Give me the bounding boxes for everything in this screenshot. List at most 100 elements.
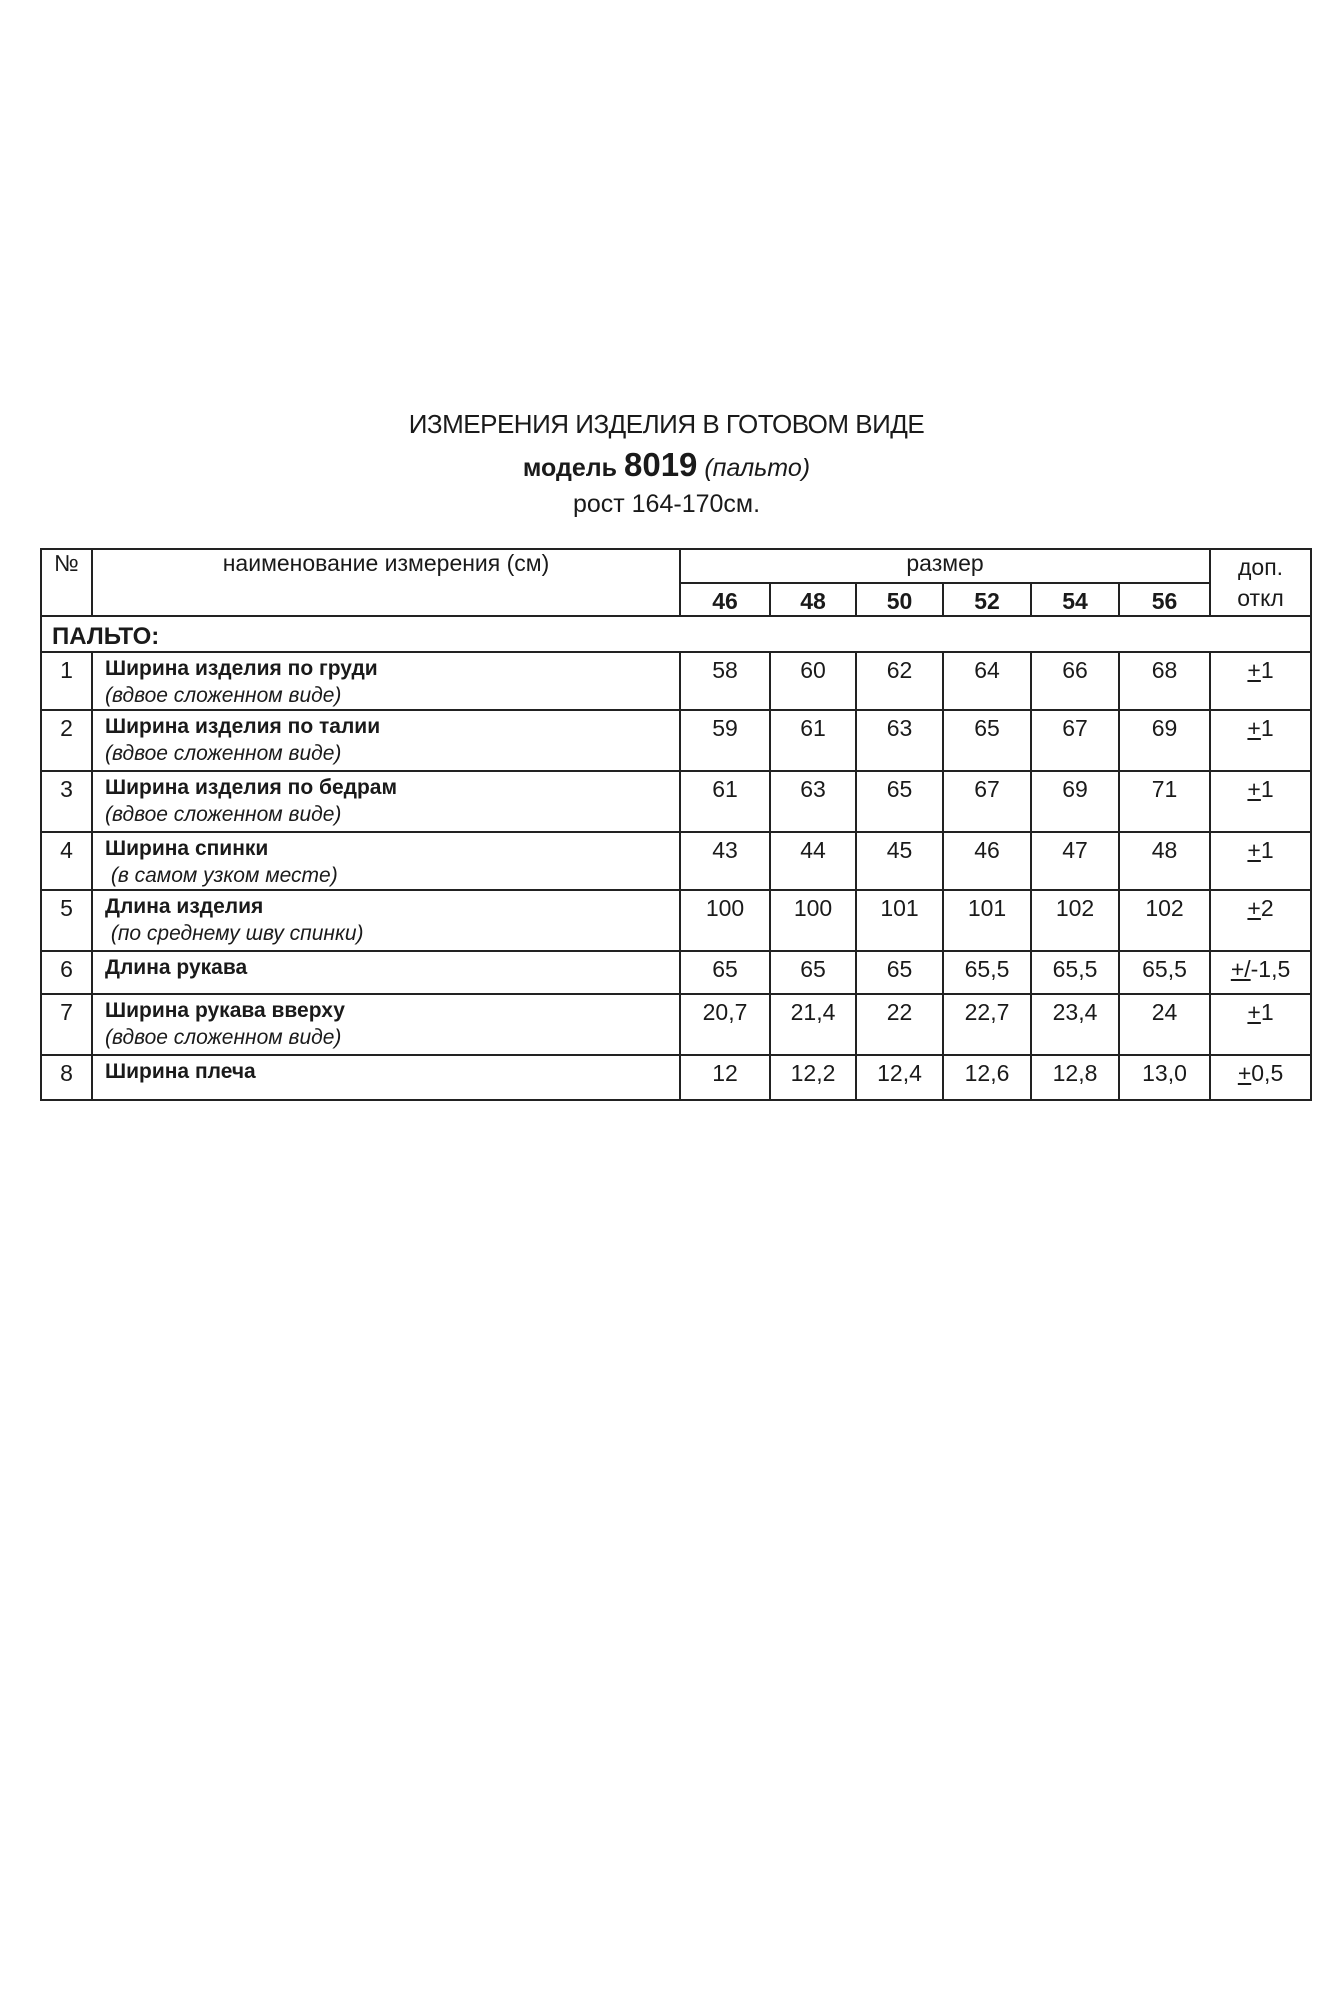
tolerance-value: +0,5 xyxy=(1237,1060,1284,1086)
value-cell: 62 xyxy=(855,651,944,711)
value-cell: 12,2 xyxy=(769,1054,857,1101)
value-cell: 61 xyxy=(769,709,857,772)
tolerance-value: +1 xyxy=(1247,715,1274,741)
value-cell: 12,8 xyxy=(1030,1054,1120,1101)
value-cell: 67 xyxy=(942,770,1032,833)
value-cell: 12,4 xyxy=(855,1054,944,1101)
measurements-table: № наименование измерения (см) размер доп… xyxy=(39,548,1313,1101)
value-cell: 13,0 xyxy=(1117,1054,1212,1101)
row-number: 5 xyxy=(40,889,93,952)
tolerance-cell: +/-1,5 xyxy=(1209,950,1313,995)
tolerance-value: +/-1,5 xyxy=(1230,956,1291,982)
value-cell: 64 xyxy=(942,651,1032,711)
model-number: 8019 xyxy=(623,446,698,483)
tolerance-cell: +2 xyxy=(1209,889,1313,952)
section-title: ПАЛЬТО: xyxy=(39,615,1313,653)
table-row: 3 Ширина изделия по бедрам (вдвое сложенно… xyxy=(40,770,1313,833)
measurement-title: Ширина рукава вверху xyxy=(105,999,345,1022)
size-52: 52 xyxy=(942,582,1032,617)
measurement-note: (вдвое сложенном виде) xyxy=(105,742,342,765)
value-cell: 101 xyxy=(855,889,944,952)
measurement-name: Ширина изделия по бедрам (вдвое сложенном… xyxy=(91,770,681,833)
value-cell: 65 xyxy=(942,709,1032,772)
measurement-note: (вдвое сложенном виде) xyxy=(105,1026,342,1049)
tolerance-cell: +1 xyxy=(1209,831,1313,891)
tolerance-cell: +0,5 xyxy=(1209,1054,1313,1101)
measurement-title: Ширина изделия по бедрам xyxy=(105,776,398,799)
value-cell: 65,5 xyxy=(942,950,1032,995)
row-number: 2 xyxy=(40,709,93,772)
value-cell: 63 xyxy=(769,770,857,833)
measurement-name: Ширина рукава вверху (вдвое сложенном вид… xyxy=(91,993,681,1056)
value-cell: 71 xyxy=(1117,770,1212,833)
value-cell: 100 xyxy=(769,889,857,952)
header-tolerance-line2: откл xyxy=(1237,585,1284,611)
value-cell: 59 xyxy=(679,709,771,772)
value-cell: 65 xyxy=(855,950,944,995)
value-cell: 12 xyxy=(679,1054,771,1101)
row-number: 1 xyxy=(40,651,93,711)
value-cell: 48 xyxy=(1117,831,1212,891)
value-cell: 65 xyxy=(855,770,944,833)
value-cell: 101 xyxy=(942,889,1032,952)
value-cell: 65 xyxy=(679,950,771,995)
value-cell: 63 xyxy=(855,709,944,772)
header-tolerance: доп. откл xyxy=(1209,548,1313,617)
model-line: модель 8019 (пальто) xyxy=(0,446,1333,484)
measurement-note: (вдвое сложенном виде) xyxy=(105,684,342,707)
measurement-name: Ширина изделия по груди (вдвое сложенном … xyxy=(91,651,681,711)
size-56: 56 xyxy=(1117,582,1212,617)
value-cell: 65 xyxy=(769,950,857,995)
tolerance-value: +2 xyxy=(1247,895,1274,921)
tolerance-cell: +1 xyxy=(1209,993,1313,1056)
value-cell: 69 xyxy=(1117,709,1212,772)
table-row: 7 Ширина рукава вверху (вдвое сложенном ви… xyxy=(40,993,1313,1056)
size-54: 54 xyxy=(1030,582,1120,617)
height-range: рост 164-170см. xyxy=(572,490,761,518)
value-cell: 46 xyxy=(942,831,1032,891)
value-cell: 22,7 xyxy=(942,993,1032,1056)
table-row: 4 Ширина спинки (в самом узком месте) 43 44… xyxy=(40,831,1313,891)
header-name: наименование измерения (см) xyxy=(91,548,681,617)
value-cell: 67 xyxy=(1030,709,1120,772)
value-cell: 12,6 xyxy=(942,1054,1032,1101)
table-row: 1 Ширина изделия по груди (вдвое сложенном… xyxy=(40,651,1313,711)
tolerance-value: +1 xyxy=(1247,776,1274,802)
measurement-title: Ширина изделия по талии xyxy=(105,715,381,738)
measurement-note: (в самом узком месте) xyxy=(105,864,338,887)
value-cell: 44 xyxy=(769,831,857,891)
value-cell: 43 xyxy=(679,831,771,891)
table-row: 6 Длина рукава 65 65 65 65,5 65,5 65,5 +/-1,5 xyxy=(40,950,1313,995)
measurement-name: Ширина плеча xyxy=(91,1054,681,1101)
size-48: 48 xyxy=(769,582,857,617)
tolerance-cell: +1 xyxy=(1209,709,1313,772)
value-cell: 102 xyxy=(1030,889,1120,952)
measurement-note: (по среднему шву спинки) xyxy=(105,922,364,945)
value-cell: 60 xyxy=(769,651,857,711)
value-cell: 61 xyxy=(679,770,771,833)
measurement-title: Ширина плеча xyxy=(105,1060,256,1083)
value-cell: 65,5 xyxy=(1117,950,1212,995)
measurement-title: Ширина изделия по груди xyxy=(105,657,378,680)
value-cell: 47 xyxy=(1030,831,1120,891)
value-cell: 58 xyxy=(679,651,771,711)
value-cell: 45 xyxy=(855,831,944,891)
model-type: (пальто) xyxy=(704,454,811,482)
value-cell: 65,5 xyxy=(1030,950,1120,995)
size-50: 50 xyxy=(855,582,944,617)
tolerance-value: +1 xyxy=(1247,999,1274,1025)
size-46: 46 xyxy=(679,582,771,617)
table-row: 5 Длина изделия (по среднему шву спинки) 1… xyxy=(40,889,1313,952)
document-title: ИЗМЕРЕНИЯ ИЗДЕЛИЯ В ГОТОВОМ ВИДЕ xyxy=(408,409,925,439)
tolerance-value: +1 xyxy=(1247,657,1274,683)
value-cell: 20,7 xyxy=(679,993,771,1056)
model-label: модель xyxy=(522,454,618,482)
measurement-title: Длина изделия xyxy=(105,895,264,918)
value-cell: 24 xyxy=(1117,993,1212,1056)
table-row: 2 Ширина изделия по талии (вдвое сложенном… xyxy=(40,709,1313,772)
measurement-name: Ширина изделия по талии (вдвое сложенном … xyxy=(91,709,681,772)
measurement-name: Длина изделия (по среднему шву спинки) xyxy=(91,889,681,952)
header-tolerance-line1: доп. xyxy=(1238,554,1284,580)
value-cell: 68 xyxy=(1117,651,1212,711)
tolerance-value: +1 xyxy=(1247,837,1274,863)
